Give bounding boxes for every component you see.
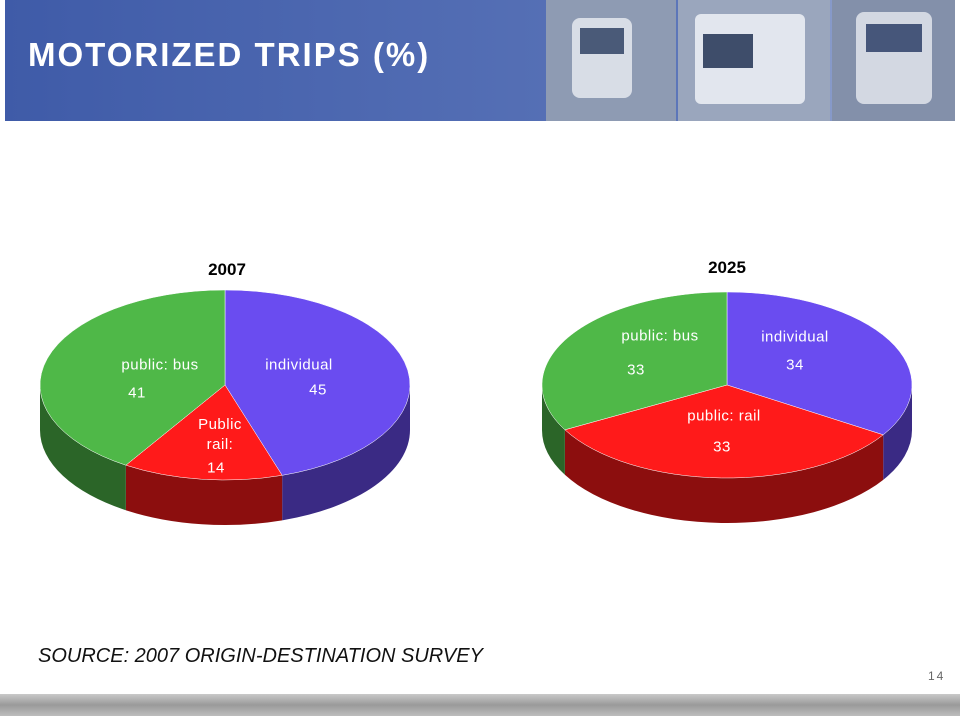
slice — [224, 289, 411, 476]
slice-value: 33 — [627, 361, 645, 379]
slice-name: individual — [761, 328, 829, 346]
slice — [125, 384, 283, 481]
slice-name: public: bus — [121, 356, 199, 374]
slice — [39, 289, 226, 466]
slice — [726, 291, 913, 436]
slice-name: public: bus — [621, 327, 699, 345]
chart-title: 2025 — [708, 258, 746, 277]
footer-band — [0, 694, 960, 716]
slice-side — [564, 429, 884, 523]
slice-side — [40, 385, 126, 511]
slice-name: public: rail — [687, 407, 761, 425]
slice-side — [542, 385, 565, 475]
slide-title: MOTORIZED TRIPS (%) — [28, 36, 431, 73]
slice-name: individual — [265, 356, 333, 374]
page-number: 14 — [928, 669, 946, 683]
slice — [541, 291, 728, 431]
slice-value: 14 — [207, 459, 225, 477]
header-photos — [546, 0, 955, 121]
slice-value: 45 — [309, 381, 327, 399]
slice — [564, 384, 884, 479]
slice-name: Public rail: — [198, 416, 242, 453]
slice-side — [282, 385, 410, 521]
slice-side — [883, 385, 913, 480]
source-note: SOURCE: 2007 ORIGIN-DESTINATION SURVEY — [38, 645, 483, 667]
slice-value: 41 — [128, 384, 146, 402]
chart-title: 2007 — [208, 260, 246, 279]
slice-value: 34 — [786, 356, 804, 374]
slice-value: 33 — [713, 438, 731, 456]
slice-side — [125, 465, 283, 525]
